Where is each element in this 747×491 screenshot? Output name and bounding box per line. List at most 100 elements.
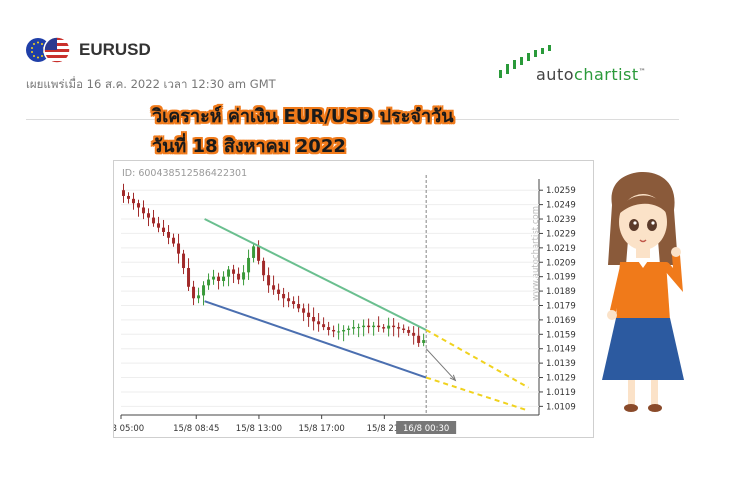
y-tick-label: 1.0239 xyxy=(546,215,576,225)
y-tick-label: 1.0199 xyxy=(546,273,576,283)
candle-body xyxy=(212,276,216,280)
projection-arrowhead xyxy=(449,374,457,382)
candle-body xyxy=(197,295,201,299)
candle-body xyxy=(207,279,211,286)
support-line xyxy=(204,300,427,379)
candle-body xyxy=(302,308,306,313)
y-tick-label: 1.0179 xyxy=(546,301,576,311)
current-time-badge xyxy=(396,421,457,434)
y-tick-label: 1.0229 xyxy=(546,229,576,239)
eu-us-flags-icon xyxy=(26,36,71,64)
candle-body xyxy=(362,325,366,328)
x-tick-label: 15/8 17:00 xyxy=(298,424,344,434)
resistance-line xyxy=(204,218,427,331)
pattern-id-label: ID: 600438512586422301 xyxy=(122,168,247,179)
candle-body xyxy=(342,329,346,332)
header-divider xyxy=(26,119,679,120)
candle-body xyxy=(337,331,341,333)
candle-body xyxy=(287,298,291,302)
candle-body xyxy=(407,329,411,333)
candle-body xyxy=(172,237,176,244)
candle-body xyxy=(397,327,401,329)
candle-body xyxy=(252,246,256,258)
y-tick-label: 1.0189 xyxy=(546,287,576,297)
candle-body xyxy=(147,213,151,218)
candle-body xyxy=(322,324,326,328)
y-tick-label: 1.0219 xyxy=(546,244,576,254)
candle-body xyxy=(402,328,406,330)
forecast-upper-line xyxy=(425,329,530,389)
y-tick-label: 1.0139 xyxy=(546,359,576,369)
x-tick-label: 15/8 13:00 xyxy=(236,424,282,434)
candle-body xyxy=(382,327,386,329)
y-tick-label: 1.0159 xyxy=(546,330,576,340)
x-tick-label: 15/8 08:45 xyxy=(173,424,219,434)
candle-body xyxy=(307,312,311,318)
publish-date: เผยแพร่เมื่อ 16 ส.ค. 2022 เวลา 12:30 am … xyxy=(26,77,276,91)
candle-body xyxy=(237,273,241,280)
candle-body xyxy=(312,317,316,322)
candle-body xyxy=(292,301,296,305)
y-tick-label: 1.0119 xyxy=(546,388,576,398)
cartoon-girl-illustration xyxy=(602,172,684,412)
candle-body xyxy=(387,325,391,329)
candle-body xyxy=(367,325,371,328)
candle-body xyxy=(162,227,166,232)
candle-body xyxy=(377,325,381,328)
candle-body xyxy=(347,328,351,330)
candle-body xyxy=(222,276,226,281)
candle-body xyxy=(262,260,266,276)
x-tick-label: 15/8 21: xyxy=(367,424,402,434)
projection-arrow-line xyxy=(425,348,456,381)
candle-body xyxy=(232,269,236,274)
candle-body xyxy=(122,190,126,196)
candle-body xyxy=(277,289,281,294)
x-tick-label: 15/8 05:00 xyxy=(114,424,144,434)
forecast-lower-line xyxy=(425,376,529,412)
y-tick-label: 1.0169 xyxy=(546,316,576,326)
current-time-label: 16/8 00:30 xyxy=(403,424,449,434)
candle-body xyxy=(132,198,136,204)
candle-body xyxy=(257,246,261,261)
candle-body xyxy=(352,327,356,329)
candle-body xyxy=(372,325,376,328)
watermark-label: www.autochartist.com xyxy=(531,206,541,301)
candle-body xyxy=(142,207,146,214)
y-tick-label: 1.0259 xyxy=(546,186,576,196)
candle-body xyxy=(247,257,251,273)
currency-pair-title: EURUSD xyxy=(79,40,151,59)
candle-body xyxy=(297,304,301,309)
candle-body xyxy=(227,269,231,277)
candle-body xyxy=(412,332,416,336)
candle-body xyxy=(422,340,426,343)
headline-line-1: วิเคราะห์ ค่าเงิน EUR/USD ประจำวัน xyxy=(152,106,454,127)
brand-wordmark: autochartist™ xyxy=(536,65,647,84)
candle-body xyxy=(267,275,271,286)
candle-body xyxy=(157,223,161,228)
price-chart: ID: 600438512586422301 www.autochartist.… xyxy=(113,160,594,438)
candle-body xyxy=(417,335,421,343)
y-tick-label: 1.0149 xyxy=(546,345,576,355)
autochartist-logo-icon xyxy=(499,45,551,78)
candle-body xyxy=(332,329,336,332)
y-tick-label: 1.0209 xyxy=(546,258,576,268)
candle-body xyxy=(317,321,321,325)
candle-body xyxy=(357,327,361,329)
candle-body xyxy=(187,268,191,287)
candle-body xyxy=(182,253,186,269)
y-tick-label: 1.0249 xyxy=(546,201,576,211)
candle-body xyxy=(177,243,181,254)
candlestick-chart: ID: 600438512586422301 www.autochartist.… xyxy=(114,168,576,434)
candle-body xyxy=(202,285,206,296)
candle-body xyxy=(392,325,396,328)
candle-body xyxy=(152,217,156,224)
y-tick-label: 1.0109 xyxy=(546,402,576,412)
candle-body xyxy=(282,293,286,299)
candle-body xyxy=(272,285,276,290)
candle-body xyxy=(217,276,221,281)
candle-body xyxy=(167,231,171,238)
candle-body xyxy=(242,272,246,280)
headline-line-2: วันที่ 18 สิงหาคม 2022 xyxy=(152,136,346,157)
candle-body xyxy=(192,286,196,299)
candle-body xyxy=(327,327,331,330)
